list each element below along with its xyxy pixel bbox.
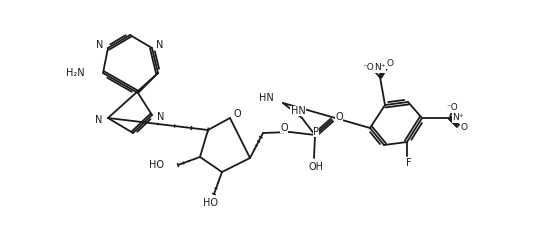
Text: P: P bbox=[313, 127, 319, 137]
Text: O: O bbox=[461, 123, 467, 133]
Text: O: O bbox=[233, 109, 241, 119]
Text: HN: HN bbox=[290, 106, 305, 116]
Text: F: F bbox=[406, 158, 412, 168]
Text: N: N bbox=[96, 40, 104, 50]
Text: O: O bbox=[335, 112, 343, 122]
Text: N: N bbox=[158, 112, 165, 122]
Text: HO: HO bbox=[149, 160, 164, 170]
Text: H₂N: H₂N bbox=[66, 68, 85, 78]
Text: HN: HN bbox=[260, 93, 274, 103]
Text: O: O bbox=[386, 59, 393, 69]
Text: O: O bbox=[280, 123, 288, 133]
Text: N⁺: N⁺ bbox=[452, 113, 464, 123]
Text: ⁻O: ⁻O bbox=[362, 64, 374, 72]
Text: ⁻O: ⁻O bbox=[446, 103, 458, 113]
Text: N⁺: N⁺ bbox=[374, 64, 386, 72]
Text: N: N bbox=[156, 40, 164, 50]
Text: HO: HO bbox=[203, 198, 218, 208]
Text: N: N bbox=[95, 115, 102, 125]
Text: OH: OH bbox=[309, 162, 323, 172]
